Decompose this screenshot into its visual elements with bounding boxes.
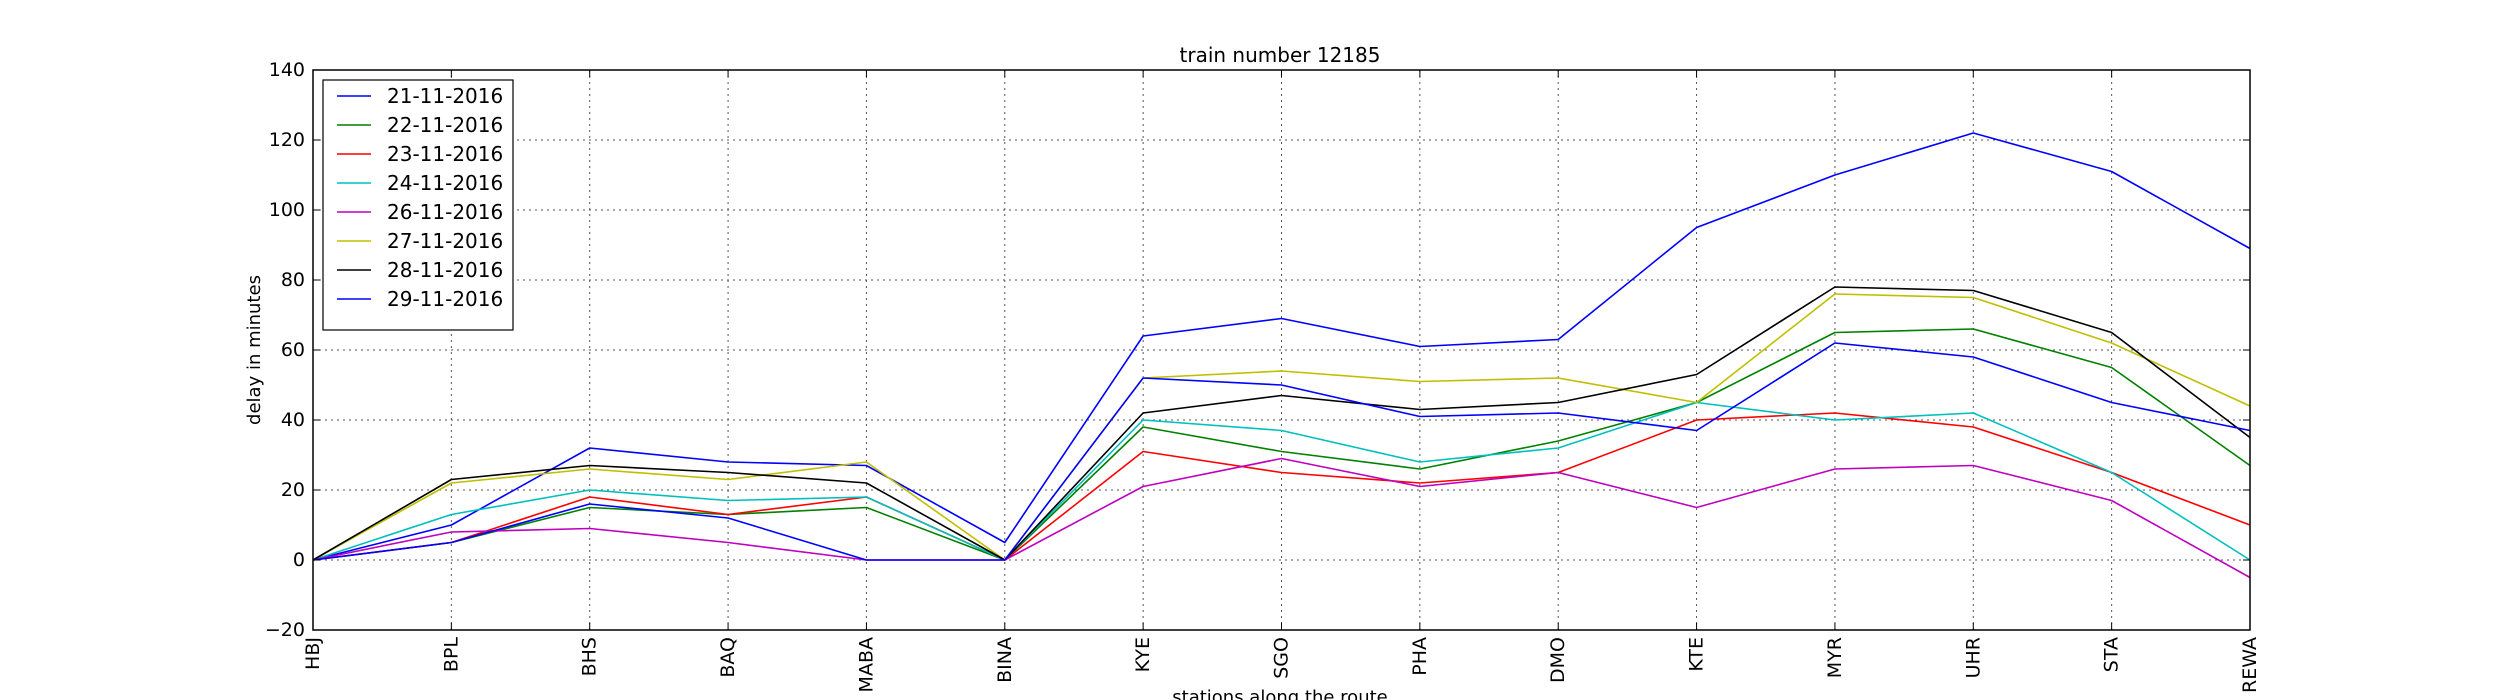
legend-label: 27-11-2016 [387,229,503,253]
legend-box [322,79,514,331]
legend-label: 26-11-2016 [387,200,503,224]
series-line-26-11-2016 [312,457,2251,579]
legend-label: 28-11-2016 [387,258,503,282]
x-tick-label: HBJ [302,637,324,670]
x-axis-label: stations along the route [1172,687,1387,700]
y-tick-label: 100 [269,199,305,221]
series-line-23-11-2016 [312,412,2251,561]
x-tick-label: BAQ [717,637,739,678]
x-tick-label: BPL [440,637,462,672]
x-tick-label: UHR [1962,637,1984,678]
x-tick-label: REWA [2239,637,2261,693]
x-tick-label: BHS [579,637,601,676]
y-tick-label: 120 [269,129,305,151]
y-tick-label: 140 [269,59,305,81]
x-tick-label: KYE [1132,637,1154,672]
x-tick-label: STA [2101,637,2123,672]
series-line-27-11-2016 [312,293,2251,561]
y-tick-label: −20 [265,619,305,641]
y-axis-ticks: −20 0 20 40 60 80 100 120 140 [265,59,2250,641]
legend-label: 21-11-2016 [387,84,503,108]
grid-lines [312,69,2251,631]
x-tick-label: BINA [994,637,1016,683]
legend-label: 23-11-2016 [387,142,503,166]
y-axis-label: delay in minutes [244,275,265,425]
x-tick-label: DMO [1547,637,1569,683]
y-tick-label: 40 [281,409,305,431]
legend: 21-11-2016 22-11-2016 23-11-2016 24-11-2016… [322,79,514,331]
series-line-24-11-2016 [312,401,2251,561]
y-tick-label: 20 [281,479,305,501]
series-layer [312,132,2251,579]
y-tick-label: 0 [293,549,305,571]
x-tick-label: KTE [1686,637,1708,672]
x-tick-label: MYR [1824,637,1846,678]
x-tick-label: PHA [1409,637,1431,676]
series-line-21-11-2016 [312,132,2251,561]
series-line-28-11-2016 [312,286,2251,561]
chart-title: train number 12185 [1180,43,1381,67]
legend-label: 24-11-2016 [387,171,503,195]
y-tick-label: 60 [281,339,305,361]
x-tick-label: MABA [855,637,877,692]
x-tick-label: SGO [1271,637,1293,679]
series-line-29-11-2016 [312,342,2251,561]
x-axis-ticks: HBJ BPL BHS BAQ MABA BINA KYE SGO PHA DMO KTE MYR UH… [302,70,2261,693]
legend-label: 29-11-2016 [387,287,503,311]
y-tick-label: 80 [281,269,305,291]
legend-label: 22-11-2016 [387,113,503,137]
series-line-22-11-2016 [312,328,2251,561]
